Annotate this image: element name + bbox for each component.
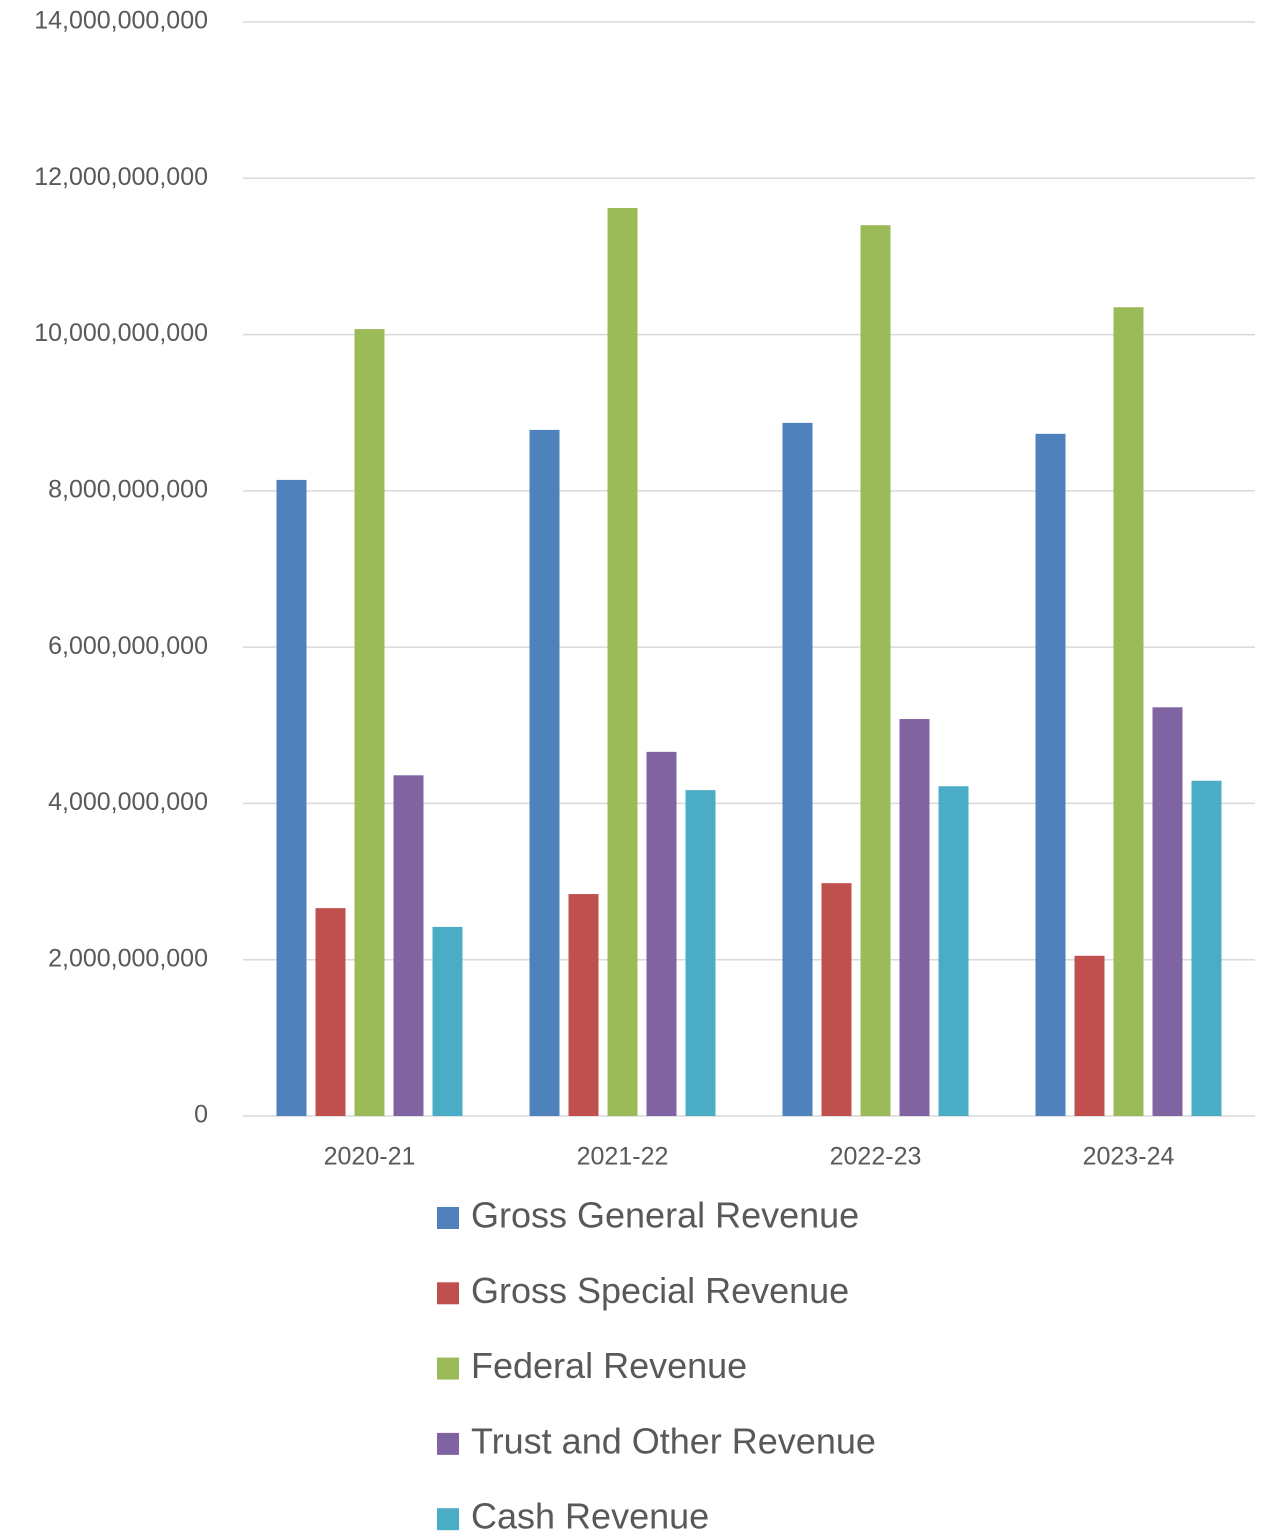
bar [276,479,307,1117]
bar [821,883,852,1116]
bar [685,790,716,1116]
bar [1113,307,1144,1116]
bar [782,422,813,1116]
bar [432,926,463,1116]
legend-label: Trust and Other Revenue [471,1420,876,1461]
x-tick-label: 2021-22 [577,1143,669,1171]
y-tick-label: 10,000,000,000 [34,319,208,347]
legend-label: Gross General Revenue [471,1195,859,1236]
legend-swatch [437,1357,459,1380]
legend-swatch [437,1282,459,1305]
bar [529,429,560,1116]
bar [568,894,599,1116]
y-tick-label: 12,000,000,000 [34,163,208,191]
bar [938,786,969,1116]
x-tick-label: 2022-23 [830,1143,922,1171]
legend-swatch [437,1432,459,1455]
bar [1035,433,1066,1116]
bar [646,751,677,1116]
y-tick-label: 0 [194,1101,208,1129]
y-tick-label: 6,000,000,000 [48,632,208,660]
y-tick-label: 8,000,000,000 [48,475,208,503]
bar [1152,707,1183,1116]
y-tick-label: 2,000,000,000 [48,944,208,972]
y-tick-label: 4,000,000,000 [48,788,208,816]
legend-label: Cash Revenue [471,1496,709,1537]
y-tick-label: 14,000,000,000 [34,7,208,35]
bar [1074,955,1105,1116]
bar [607,207,638,1117]
bar [315,908,346,1116]
bar [860,225,891,1116]
bar [354,329,385,1116]
legend-label: Federal Revenue [471,1345,747,1386]
legend-label: Gross Special Revenue [471,1270,849,1311]
legend-swatch [437,1508,459,1531]
bar [1191,780,1222,1116]
bar [899,719,930,1116]
x-tick-label: 2023-24 [1083,1143,1175,1171]
x-tick-label: 2020-21 [324,1143,416,1171]
legend-swatch [437,1207,459,1229]
bar [393,775,424,1116]
